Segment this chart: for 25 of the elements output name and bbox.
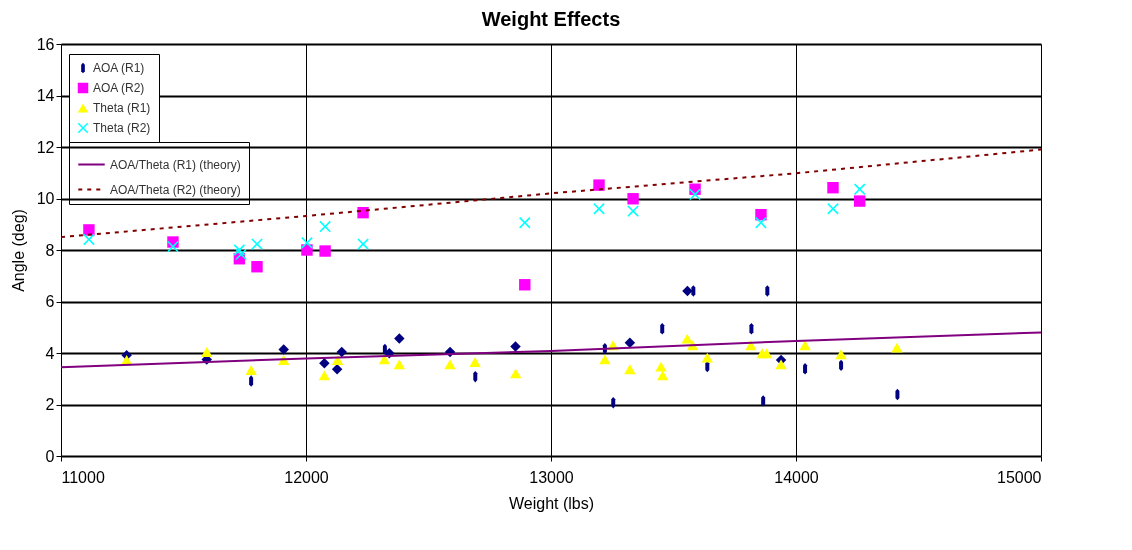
y-tick-label: 6	[45, 293, 55, 310]
y-tick-label: 0	[45, 447, 55, 465]
y-tick-label: 12	[36, 138, 55, 156]
x-tick-label: 13000	[529, 468, 574, 486]
y-tick-label: 2	[45, 396, 55, 413]
y-tick-label: 16	[36, 35, 55, 53]
y-tick-label: 8	[45, 241, 55, 259]
x-axis-title: Weight (lbs)	[508, 494, 595, 512]
line-series	[60, 148, 1042, 239]
x-tick-label: 12000	[284, 468, 329, 486]
legend-label: Theta (R1)	[93, 101, 151, 115]
y-tick-label: 4	[45, 344, 55, 362]
y-axis-title: Angle (deg)	[9, 209, 27, 292]
y-tick-label: 14	[36, 87, 55, 104]
legend-label: AOA/Theta (R1) (theory)	[110, 157, 241, 172]
line-series	[60, 331, 1042, 369]
legend-label: AOA/Theta (R2) (theory)	[110, 182, 241, 197]
legend-label: AOA (R1)	[93, 61, 145, 75]
chart-title: Weight Effects	[481, 8, 621, 30]
y-tick-label: 10	[36, 190, 55, 207]
x-tick-label: 14000	[774, 468, 819, 486]
legend-label: Theta (R2)	[93, 121, 151, 135]
x-tick-label: 15000	[997, 468, 1042, 486]
x-tick-label: 11000	[61, 468, 105, 486]
legend-label: AOA (R2)	[93, 81, 145, 95]
